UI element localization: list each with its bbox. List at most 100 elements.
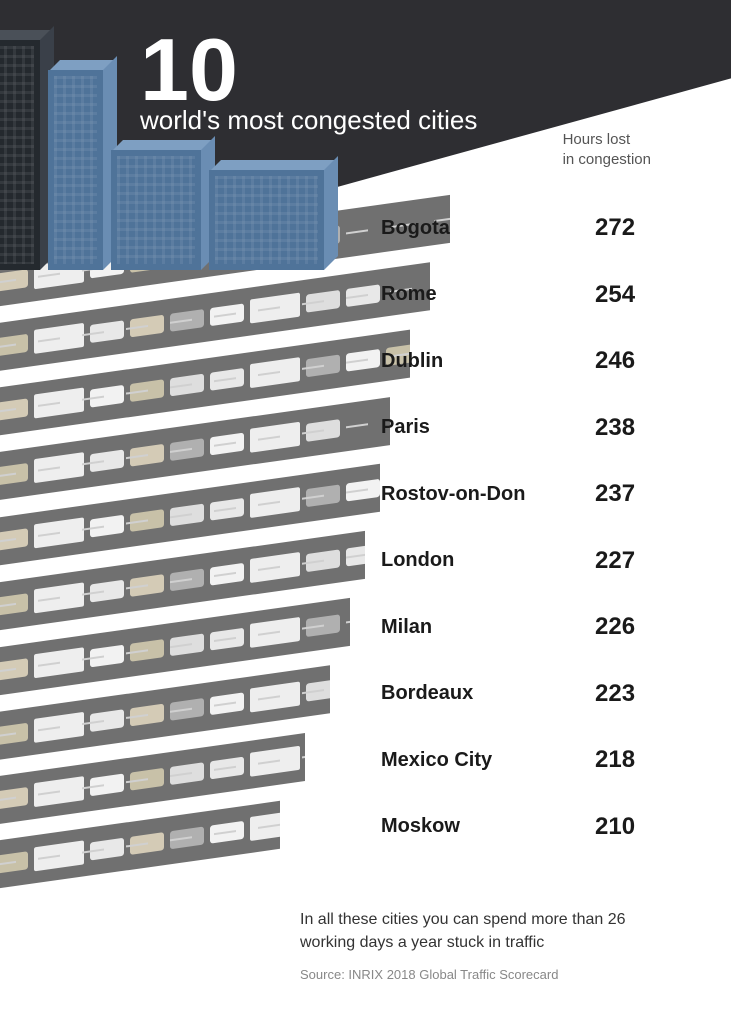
car-icon [170, 762, 204, 785]
truck-icon [250, 552, 300, 583]
car-icon [170, 374, 204, 397]
city-label: Rostov-on-Don [381, 483, 525, 506]
car-icon [0, 334, 28, 357]
car-icon [306, 614, 340, 637]
truck-icon [250, 357, 300, 388]
car-icon [306, 290, 340, 313]
building-icon [209, 170, 324, 270]
car-icon [90, 580, 124, 603]
building-icon [48, 70, 103, 270]
car-icon [210, 757, 244, 780]
hours-value: 218 [595, 746, 655, 774]
car-icon [306, 679, 330, 702]
city-label: Bogota [381, 217, 450, 240]
car-icon [130, 704, 164, 727]
hours-value: 254 [595, 281, 655, 309]
car-icon [170, 309, 204, 332]
footnote-text: In all these cities you can spend more t… [300, 909, 681, 954]
ranking-row: Rostov-on-Don237 [381, 461, 691, 528]
truck-icon [34, 776, 84, 807]
car-icon [210, 368, 244, 391]
truck-icon [34, 323, 84, 354]
hours-value: 238 [595, 414, 655, 442]
car-icon [0, 851, 28, 874]
car-icon [210, 628, 244, 651]
car-icon [90, 709, 124, 732]
truck-icon [250, 293, 300, 324]
city-label: Moskow [381, 815, 460, 838]
car-icon [170, 438, 204, 461]
car-icon [0, 528, 28, 551]
car-icon [0, 398, 28, 421]
hours-value: 272 [595, 214, 655, 242]
building-icon [0, 40, 40, 270]
ranking-row: Bordeaux 223 [381, 661, 691, 728]
car-icon [346, 479, 380, 502]
car-icon [210, 498, 244, 521]
truck-icon [250, 810, 280, 841]
source-text: Source: INRIX 2018 Global Traffic Scorec… [300, 967, 558, 982]
truck-icon [250, 682, 300, 713]
city-label: Mexico City [381, 749, 492, 772]
car-icon [130, 832, 164, 855]
car-icon [210, 692, 244, 715]
hours-value: 210 [595, 813, 655, 841]
car-icon [0, 269, 28, 292]
car-icon [210, 433, 244, 456]
car-icon [210, 821, 244, 844]
ranking-row: Rome 254 [381, 262, 691, 329]
hours-value: 223 [595, 680, 655, 708]
truck-icon [34, 387, 84, 418]
car-icon [346, 284, 380, 307]
car-icon [0, 787, 28, 810]
city-label: Dublin [381, 350, 443, 373]
car-icon [130, 768, 164, 791]
car-icon [130, 574, 164, 597]
truck-icon [34, 712, 84, 743]
truck-icon [250, 617, 300, 648]
headline-number: 10 [140, 30, 477, 109]
car-icon [90, 515, 124, 538]
car-icon [306, 484, 340, 507]
truck-icon [34, 517, 84, 548]
ranking-row: Moskow 210 [381, 794, 691, 861]
hours-value: 246 [595, 347, 655, 375]
car-icon [0, 723, 28, 746]
car-icon [90, 385, 124, 408]
city-label: London [381, 549, 454, 572]
headline-subtitle: world's most congested cities [140, 105, 477, 136]
car-icon [306, 549, 340, 572]
ranking-row: Mexico City 218 [381, 727, 691, 794]
city-label: Bordeaux [381, 682, 473, 705]
title-block: 10 world's most congested cities [140, 30, 477, 136]
car-icon [130, 379, 164, 402]
city-label: Rome [381, 283, 437, 306]
ranking-row: Bogota 272 [381, 195, 691, 262]
car-icon [170, 504, 204, 527]
column-header: Hours lostin congestion [563, 130, 651, 169]
truck-icon [34, 452, 84, 483]
car-icon [170, 568, 204, 591]
ranking-row: London 227 [381, 528, 691, 595]
car-icon [130, 444, 164, 467]
city-label: Milan [381, 616, 432, 639]
car-icon [0, 463, 28, 486]
car-icon [346, 544, 365, 567]
truck-icon [250, 422, 300, 453]
car-icon [210, 563, 244, 586]
hours-value: 227 [595, 547, 655, 575]
ranking-row: Paris238 [381, 395, 691, 462]
car-icon [306, 355, 340, 378]
car-icon [210, 303, 244, 326]
truck-icon [34, 840, 84, 871]
truck-icon [34, 647, 84, 678]
car-icon [90, 449, 124, 472]
car-icon [130, 639, 164, 662]
car-icon [306, 419, 340, 442]
city-ranking-list: Bogota272Rome254Dublin246Paris238Rostov-… [381, 195, 691, 860]
ranking-row: Dublin 246 [381, 328, 691, 395]
ranking-row: Milan226 [381, 594, 691, 661]
car-icon [90, 320, 124, 343]
car-icon [90, 838, 124, 861]
car-icon [130, 315, 164, 338]
